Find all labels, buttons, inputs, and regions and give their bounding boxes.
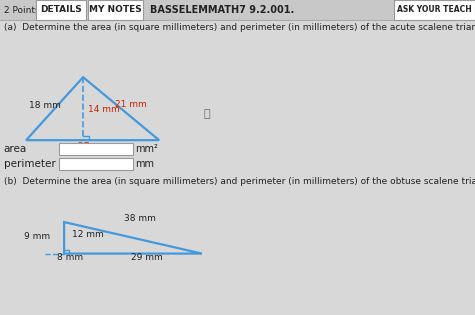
Text: ⓘ: ⓘ (203, 109, 210, 119)
FancyBboxPatch shape (394, 0, 475, 20)
FancyBboxPatch shape (59, 143, 133, 155)
Text: MY NOTES: MY NOTES (89, 5, 142, 14)
Text: 12 mm: 12 mm (72, 230, 104, 239)
Text: 2 Points]: 2 Points] (4, 5, 43, 14)
Text: DETAILS: DETAILS (40, 5, 82, 14)
Text: 29 mm: 29 mm (132, 253, 163, 262)
Text: 9 mm: 9 mm (24, 232, 50, 241)
Text: 18 mm: 18 mm (29, 101, 61, 110)
Text: mm: mm (135, 159, 154, 169)
Text: BASSELEMMATH7 9.2.001.: BASSELEMMATH7 9.2.001. (150, 5, 294, 15)
Text: 21 mm: 21 mm (115, 100, 146, 109)
FancyBboxPatch shape (88, 0, 142, 20)
FancyBboxPatch shape (59, 158, 133, 170)
Text: 27 mm: 27 mm (78, 142, 110, 151)
Text: mm²: mm² (135, 144, 158, 154)
Text: 38 mm: 38 mm (124, 215, 156, 223)
FancyBboxPatch shape (36, 0, 86, 20)
Text: (a)  Determine the area (in square millimeters) and perimeter (in millimeters) o: (a) Determine the area (in square millim… (4, 23, 475, 32)
Text: perimeter: perimeter (4, 159, 56, 169)
Text: area: area (4, 144, 27, 154)
Text: (b)  Determine the area (in square millimeters) and perimeter (in millimeters) o: (b) Determine the area (in square millim… (4, 177, 475, 186)
FancyBboxPatch shape (0, 0, 475, 20)
Text: 14 mm: 14 mm (88, 105, 119, 114)
Text: 8 mm: 8 mm (57, 253, 84, 262)
Text: ASK YOUR TEACH: ASK YOUR TEACH (397, 5, 472, 14)
